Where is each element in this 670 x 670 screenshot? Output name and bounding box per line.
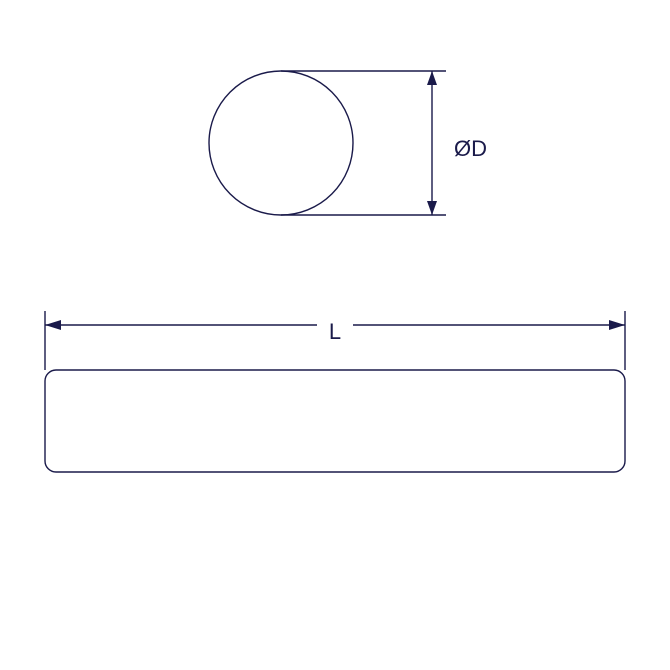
length-label: L: [329, 319, 341, 344]
technical-drawing: ØD L: [0, 0, 670, 670]
length-dimension: L: [45, 311, 625, 370]
rod-side-profile: [45, 370, 625, 472]
cross-section-circle: [209, 71, 353, 215]
diameter-label: ØD: [454, 136, 487, 161]
d-arrow-top: [427, 71, 437, 85]
l-arrow-left: [45, 320, 61, 330]
l-arrow-right: [609, 320, 625, 330]
d-arrow-bottom: [427, 201, 437, 215]
